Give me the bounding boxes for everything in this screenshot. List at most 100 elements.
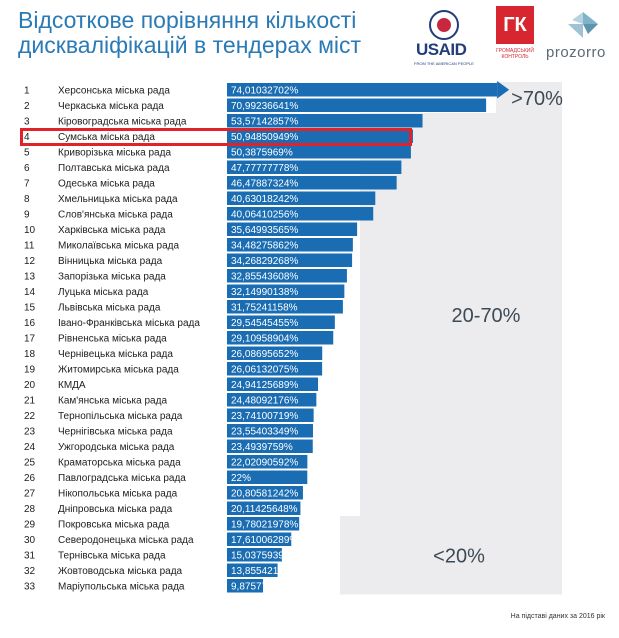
value-label: 35,64993565% [231, 225, 298, 236]
bar [227, 517, 300, 531]
rank-label: 25 [24, 458, 36, 469]
city-label: Запорізька міська рада [58, 272, 166, 283]
chart-title: Відсоткове порівняння кількості дисквалі… [18, 8, 398, 58]
bar [227, 532, 292, 546]
rank-label: 21 [24, 396, 36, 407]
value-label: 53,57142857% [231, 117, 298, 128]
value-label: 50,3875969% [231, 148, 293, 159]
rank-label: 23 [24, 427, 36, 438]
bar [227, 470, 308, 484]
rank-label: 32 [24, 566, 36, 577]
arrow-icon [497, 81, 510, 99]
bar [227, 346, 323, 360]
value-label: 34,26829268% [231, 256, 298, 267]
value-label: 29,10958904% [231, 334, 298, 345]
rank-label: 30 [24, 535, 36, 546]
prozorro-logo: prozorro [546, 10, 612, 72]
bar [227, 160, 402, 174]
rank-label: 22 [24, 411, 36, 422]
value-label: 46,47887324% [231, 179, 298, 190]
bar [227, 362, 323, 376]
rank-label: 5 [24, 148, 30, 159]
rank-label: 1 [24, 86, 30, 97]
city-label: Маріупольська міська рада [58, 582, 185, 593]
bar [227, 129, 413, 143]
city-label: Чернівецька міська рада [58, 349, 173, 360]
rank-label: 11 [24, 241, 35, 252]
city-label: Житомирська міська рада [58, 365, 179, 376]
city-label: Черкаська міська рада [58, 101, 164, 112]
value-label: 23,55403349% [231, 427, 298, 438]
rank-label: 9 [24, 210, 30, 221]
prozorro-wordmark: prozorro [546, 44, 606, 61]
rank-label: 13 [24, 272, 36, 283]
bar [227, 191, 376, 205]
value-label: 70,99236641% [231, 101, 298, 112]
bar [227, 83, 498, 97]
city-label: Чернігівська міська рада [58, 427, 173, 438]
value-label: 13,85542169% [231, 566, 298, 577]
bar [227, 238, 353, 252]
rank-label: 6 [24, 163, 30, 174]
rank-label: 27 [24, 489, 36, 500]
value-label: 40,63018242% [231, 194, 298, 205]
title-line-1: Відсоткове порівняння кількості [18, 7, 357, 33]
bar [227, 284, 345, 298]
value-label: 34,48275862% [231, 241, 298, 252]
value-label: 32,14990138% [231, 287, 298, 298]
bar [227, 486, 303, 500]
usaid-tagline: FROM THE AMERICAN PEOPLE [414, 61, 474, 66]
bar [227, 439, 313, 453]
band-label: <20% [433, 545, 485, 567]
city-label: Рівненська міська рада [58, 334, 167, 345]
value-label: 23,74100719% [231, 411, 298, 422]
bar [227, 563, 278, 577]
value-label: 15,03759398% [231, 551, 298, 562]
bar [227, 207, 374, 221]
usaid-logo: USAID FROM THE AMERICAN PEOPLE [412, 10, 480, 72]
usaid-wordmark: USAID [416, 40, 467, 59]
city-label: Ужгородська міська рада [58, 442, 175, 453]
rank-label: 28 [24, 504, 36, 515]
bar [227, 315, 335, 329]
bar [227, 579, 264, 593]
title-line-2: дискваліфікацій в тендерах міст [18, 32, 362, 58]
rank-label: 8 [24, 194, 30, 205]
rank-label: 17 [24, 334, 36, 345]
rank-label: 10 [24, 225, 36, 236]
city-label: Дніпровська міська рада [58, 504, 173, 515]
value-label: 40,06410256% [231, 210, 298, 221]
city-label: Сумська міська рада [58, 132, 155, 143]
bar [227, 501, 301, 515]
value-label: 24,48092176% [231, 396, 298, 407]
band-label: >70% [511, 88, 563, 110]
city-label: Львівська міська рада [58, 303, 161, 314]
rank-label: 31 [24, 551, 36, 562]
value-label: 47,77777778% [231, 163, 298, 174]
rank-label: 16 [24, 318, 36, 329]
value-label: 23,4939759% [231, 442, 293, 453]
prozorro-mark-icon [568, 12, 598, 38]
rank-label: 4 [24, 132, 30, 143]
city-label: Тернівська міська рада [58, 551, 166, 562]
city-label: Кам'янська міська рада [58, 396, 167, 407]
partner-logos: USAID FROM THE AMERICAN PEOPLE ГК ГРОМАД… [412, 6, 612, 76]
city-label: Херсонська міська рада [58, 86, 170, 97]
city-label: Павлоградська міська рада [58, 473, 186, 484]
city-label: Слов'янська міська рада [58, 210, 173, 221]
value-label: 32,85543608% [231, 272, 298, 283]
band-label: 20-70% [452, 305, 521, 327]
city-label: Одеська міська рада [58, 179, 155, 190]
city-label: Северодонецька міська рада [58, 535, 194, 546]
value-label: 19,78021978% [231, 520, 298, 531]
bar [227, 548, 282, 562]
bar [227, 145, 411, 159]
city-label: Миколаївська міська рада [58, 241, 179, 252]
city-label: КМДА [58, 380, 86, 391]
bar [227, 98, 487, 112]
city-label: Краматорська міська рада [58, 458, 181, 469]
bar [227, 377, 319, 391]
value-label: 24,94125689% [231, 380, 298, 391]
rank-label: 7 [24, 179, 30, 190]
